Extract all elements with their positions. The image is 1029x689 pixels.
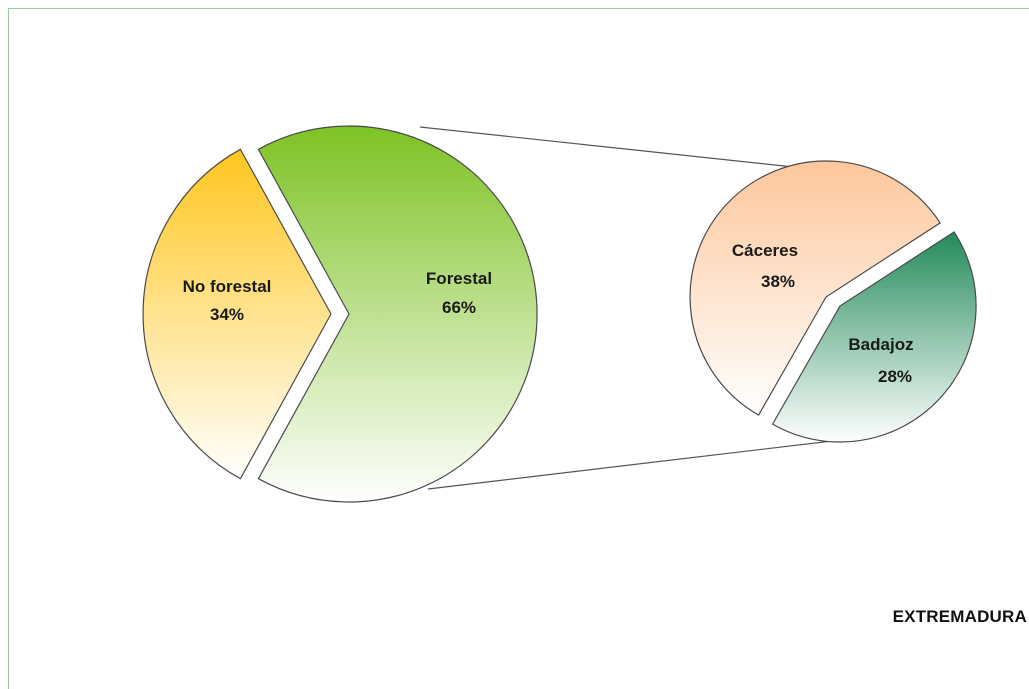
label-badajoz-name: Badajoz [848, 335, 913, 354]
label-caceres-value: 38% [761, 272, 795, 291]
slice-caceres [689, 160, 941, 416]
label-forestal-name: Forestal [426, 269, 492, 288]
label-forestal-value: 66% [442, 298, 476, 317]
label-no-forestal-name: No forestal [183, 277, 272, 296]
slice-no-forestal [142, 148, 332, 480]
label-no-forestal-value: 34% [210, 305, 244, 324]
region-annotation: EXTREMADURA [892, 607, 1027, 626]
slice-badajoz [771, 231, 977, 443]
connector-line-bottom [427, 440, 833, 490]
slice-forestal [257, 125, 538, 503]
connector-line-top [419, 126, 841, 173]
label-badajoz-value: 28% [878, 367, 912, 386]
label-caceres-name: Cáceres [732, 241, 798, 260]
